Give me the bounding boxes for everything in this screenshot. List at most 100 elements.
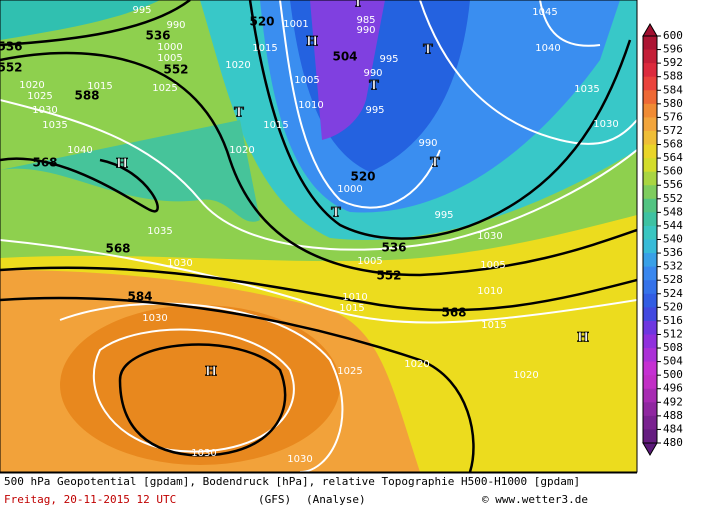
pressure-system: T	[331, 206, 341, 221]
pressure-label: 1005	[294, 75, 319, 86]
pressure-system: T	[423, 43, 433, 58]
geopotential-label: 504	[332, 50, 357, 64]
colorbar-label: 588	[663, 70, 683, 83]
geopotential-label: 520	[350, 170, 375, 184]
geopotential-label: 520	[249, 15, 274, 29]
colorbar-label: 552	[663, 192, 683, 205]
pressure-system: H	[116, 157, 128, 172]
pressure-label: 1015	[339, 303, 364, 314]
pressure-label: 1030	[191, 448, 216, 459]
colorbar-cell	[643, 130, 657, 146]
footer-run: (Analyse)	[306, 493, 366, 506]
colorbar-label: 504	[663, 355, 683, 368]
colorbar-cell	[643, 198, 657, 213]
pressure-label: 1030	[593, 119, 618, 130]
zone-purple	[310, 0, 385, 140]
colorbar-label: 528	[663, 273, 683, 286]
colorbar-label: 584	[663, 83, 683, 96]
colorbar-label: 580	[663, 97, 683, 110]
colorbar-cell	[643, 239, 657, 254]
colorbar-label: 484	[663, 422, 683, 435]
geopotential-label: 568	[32, 156, 57, 170]
colorbar-label: 508	[663, 341, 683, 354]
geopotential-label: 568	[105, 242, 130, 256]
colorbar-cell	[643, 348, 657, 363]
colorbar-cell	[643, 36, 657, 51]
colorbar-cell	[643, 375, 657, 390]
pressure-label: 1005	[357, 256, 382, 267]
pressure-label: 1000	[337, 184, 362, 195]
pressure-label: 1005	[157, 53, 182, 64]
pressure-label: 995	[132, 5, 151, 16]
pressure-label: 985	[356, 15, 375, 26]
pressure-label: 1020	[229, 145, 254, 156]
footer-model: (GFS)	[258, 493, 291, 506]
pressure-label: 995	[379, 54, 398, 65]
pressure-label: 1010	[342, 292, 367, 303]
pressure-label: 995	[434, 210, 453, 221]
geopotential-label: 552	[163, 63, 188, 77]
geopotential-label: 588	[74, 89, 99, 103]
colorbar-cell	[643, 429, 657, 444]
pressure-label: 1045	[532, 7, 557, 18]
pressure-label: 1020	[404, 359, 429, 370]
colorbar-label: 536	[663, 246, 683, 259]
colorbar-cell	[643, 144, 657, 159]
colorbar-label: 572	[663, 124, 683, 137]
pressure-label: 1005	[480, 260, 505, 271]
colorbar-label: 500	[663, 368, 683, 381]
pressure-label: 1040	[535, 43, 560, 54]
colorbar-cell	[643, 63, 657, 78]
map-frame	[0, 0, 638, 473]
pressure-label: 990	[166, 20, 185, 31]
pressure-system: T	[234, 106, 244, 121]
colorbar-label: 524	[663, 287, 683, 300]
colorbar-label: 560	[663, 165, 683, 178]
colorbar-label: 480	[663, 436, 683, 449]
colorbar-label: 516	[663, 314, 683, 327]
isobars	[0, 0, 637, 472]
geopotential-lines	[0, 0, 637, 472]
colorbar-cell	[643, 388, 657, 403]
pressure-label: 1025	[152, 83, 177, 94]
geopotential-label: 536	[145, 29, 170, 43]
colorbar-cell	[643, 402, 657, 417]
pressure-label: 1010	[298, 100, 323, 111]
footer-date: Freitag, 20-11-2015 12 UTC	[4, 493, 176, 506]
pressure-label: 990	[418, 138, 437, 149]
pressure-label: 1015	[263, 120, 288, 131]
pressure-label: 1001	[283, 19, 308, 30]
colorbar-label: 548	[663, 205, 683, 218]
colorbar-label: 488	[663, 409, 683, 422]
pressure-label: 990	[356, 25, 375, 36]
colorbar-cell	[643, 225, 657, 240]
colorbar-cell	[643, 415, 657, 430]
footer-credit: © www.wetter3.de	[482, 493, 588, 506]
pressure-label: 1015	[481, 320, 506, 331]
pressure-label: 1000	[157, 42, 182, 53]
colorbar-label: 568	[663, 138, 683, 151]
footer-title: 500 hPa Geopotential [gpdam], Bodendruck…	[4, 475, 580, 488]
colorbar-cell	[643, 90, 657, 105]
colorbar: 6005965925885845805765725685645605565525…	[642, 23, 683, 456]
pressure-label: 1030	[477, 231, 502, 242]
colorbar-cell	[643, 266, 657, 281]
pressure-label: 1030	[32, 105, 57, 116]
colorbar-cell	[643, 293, 657, 308]
colorbar-cell	[643, 171, 657, 186]
pressure-label: 1025	[27, 91, 52, 102]
colorbar-cell	[643, 117, 657, 132]
pressure-system: T	[430, 156, 440, 171]
pressure-label: 1020	[513, 370, 538, 381]
colorbar-label: 544	[663, 219, 683, 232]
colorbar-cell	[643, 212, 657, 227]
pressure-system: H	[205, 365, 217, 380]
pressure-label: 1015	[252, 43, 277, 54]
geopotential-label: 552	[0, 61, 23, 75]
pressure-label: 1035	[42, 120, 67, 131]
geopotential-label: 536	[381, 241, 406, 255]
geopotential-label: 552	[376, 269, 401, 283]
geopotential-label: 568	[441, 306, 466, 320]
pressure-label: 1025	[337, 366, 362, 377]
pressure-label: 1035	[147, 226, 172, 237]
